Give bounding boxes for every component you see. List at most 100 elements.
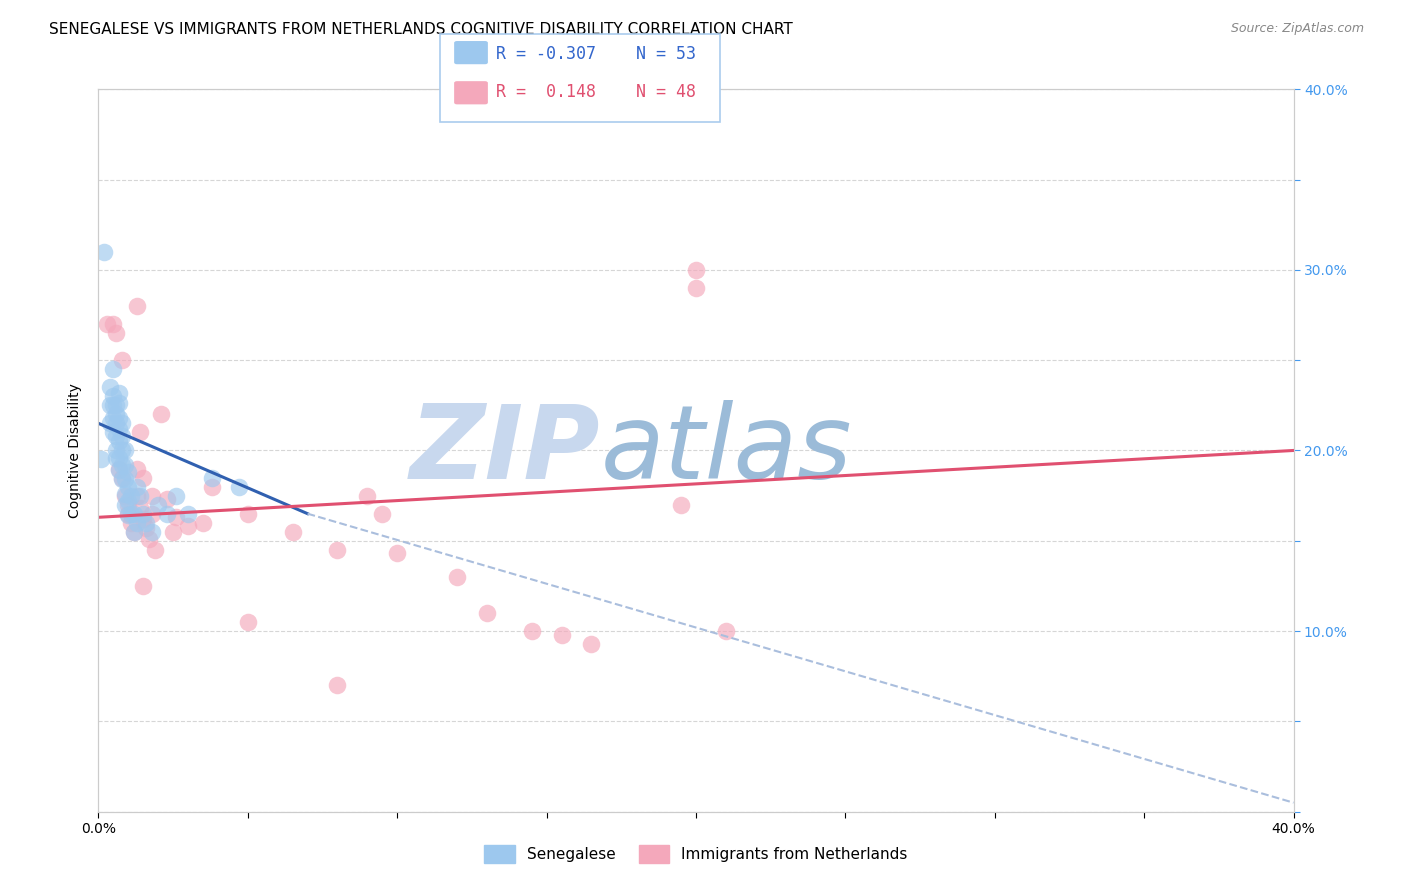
Point — [105, 450, 128, 465]
Point — [105, 429, 128, 443]
Point — [135, 521, 157, 535]
Point — [165, 489, 187, 503]
Point — [685, 263, 707, 277]
Point — [108, 396, 131, 410]
Point — [105, 407, 128, 422]
Point — [108, 411, 131, 425]
Point — [132, 512, 155, 526]
Point — [228, 480, 250, 494]
Point — [127, 480, 149, 494]
Point — [114, 458, 136, 472]
Point — [156, 507, 179, 521]
Point — [141, 524, 163, 539]
Point — [132, 507, 155, 521]
Point — [669, 498, 692, 512]
Point — [326, 678, 349, 692]
Point — [141, 507, 163, 521]
Point — [162, 524, 184, 539]
Point — [129, 501, 152, 516]
Point — [114, 472, 136, 486]
Point — [98, 398, 122, 412]
Point — [114, 489, 136, 503]
Text: R = -0.307    N = 53: R = -0.307 N = 53 — [496, 45, 696, 62]
Point — [108, 461, 131, 475]
Point — [150, 407, 173, 422]
Point — [111, 417, 134, 431]
Point — [111, 458, 134, 472]
Point — [143, 542, 166, 557]
Text: SENEGALESE VS IMMIGRANTS FROM NETHERLANDS COGNITIVE DISABILITY CORRELATION CHART: SENEGALESE VS IMMIGRANTS FROM NETHERLAND… — [49, 22, 793, 37]
Point — [127, 299, 149, 313]
Point — [326, 542, 349, 557]
Point — [117, 507, 139, 521]
Point — [108, 422, 131, 436]
Point — [138, 532, 160, 546]
Point — [103, 362, 125, 376]
Point — [236, 615, 259, 629]
Point — [111, 443, 134, 458]
Point — [108, 463, 131, 477]
Point — [201, 470, 224, 484]
Point — [129, 489, 152, 503]
Point — [132, 470, 155, 484]
Point — [103, 389, 125, 403]
Point — [520, 624, 543, 639]
Point — [281, 524, 304, 539]
Point — [114, 443, 136, 458]
Point — [446, 570, 468, 584]
Point — [117, 465, 139, 479]
Point — [103, 411, 125, 425]
Point — [90, 452, 112, 467]
Point — [117, 498, 139, 512]
Point — [117, 480, 139, 494]
Point — [120, 516, 142, 530]
Point — [111, 353, 134, 368]
Point — [165, 510, 187, 524]
Point — [105, 398, 128, 412]
Point — [108, 385, 131, 400]
Text: ZIP: ZIP — [409, 400, 600, 501]
Point — [132, 579, 155, 593]
Point — [111, 472, 134, 486]
Point — [177, 507, 200, 521]
Point — [96, 317, 118, 331]
Point — [581, 637, 603, 651]
Point — [148, 498, 170, 512]
Point — [105, 443, 128, 458]
Point — [177, 519, 200, 533]
Point — [685, 281, 707, 295]
Point — [124, 507, 146, 521]
Point — [135, 516, 157, 530]
Point — [356, 489, 378, 503]
Point — [371, 507, 394, 521]
Point — [127, 489, 149, 503]
Point — [111, 470, 134, 484]
Point — [385, 546, 409, 560]
Point — [156, 492, 179, 507]
Point — [103, 425, 125, 440]
Point — [124, 524, 146, 539]
Point — [550, 628, 572, 642]
Point — [98, 417, 122, 431]
Point — [141, 489, 163, 503]
Point — [105, 417, 128, 431]
Point — [114, 498, 136, 512]
Point — [120, 507, 142, 521]
Point — [120, 489, 142, 503]
Point — [103, 398, 125, 412]
Point — [114, 487, 136, 501]
Point — [124, 524, 146, 539]
Point — [108, 434, 131, 449]
Point — [108, 450, 131, 465]
Point — [105, 326, 128, 340]
Point — [714, 624, 737, 639]
Point — [117, 494, 139, 508]
Legend: Senegalese, Immigrants from Netherlands: Senegalese, Immigrants from Netherlands — [478, 839, 914, 869]
Y-axis label: Cognitive Disability: Cognitive Disability — [69, 383, 83, 518]
Text: Source: ZipAtlas.com: Source: ZipAtlas.com — [1230, 22, 1364, 36]
Point — [475, 606, 498, 620]
Point — [201, 480, 224, 494]
Text: R =  0.148    N = 48: R = 0.148 N = 48 — [496, 83, 696, 101]
Text: atlas: atlas — [600, 401, 852, 500]
Point — [117, 508, 139, 523]
